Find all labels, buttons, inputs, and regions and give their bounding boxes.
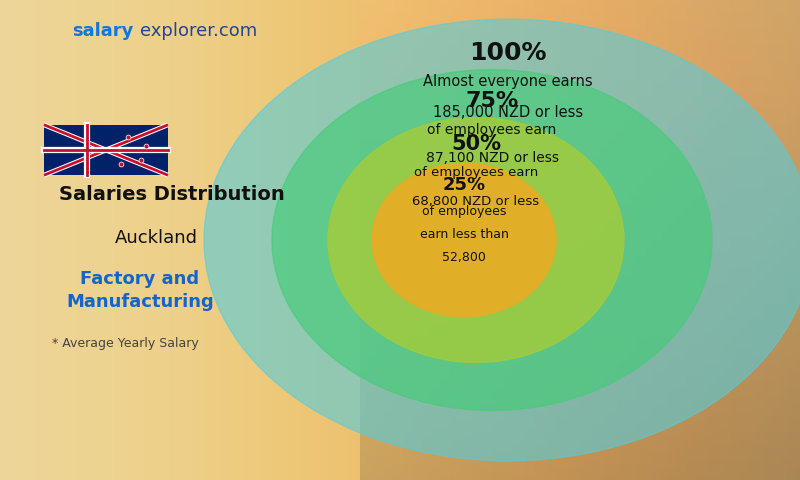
Ellipse shape (272, 70, 712, 410)
Text: of employees: of employees (422, 204, 506, 218)
Text: 100%: 100% (470, 41, 546, 65)
Text: Factory and
Manufacturing: Factory and Manufacturing (66, 270, 214, 311)
Text: Salaries Distribution: Salaries Distribution (59, 185, 285, 204)
Ellipse shape (204, 19, 800, 461)
Text: 87,100 NZD or less: 87,100 NZD or less (426, 151, 558, 166)
Text: 185,000 NZD or less: 185,000 NZD or less (433, 105, 583, 120)
Text: of employees earn: of employees earn (414, 166, 538, 180)
Text: Almost everyone earns: Almost everyone earns (423, 74, 593, 89)
Text: 68,800 NZD or less: 68,800 NZD or less (413, 195, 539, 208)
Text: of employees earn: of employees earn (427, 122, 557, 137)
Text: 25%: 25% (442, 176, 486, 194)
Text: earn less than: earn less than (419, 228, 509, 241)
Text: salary: salary (72, 22, 134, 40)
Text: explorer.com: explorer.com (140, 22, 258, 40)
Text: 50%: 50% (451, 134, 501, 154)
Text: * Average Yearly Salary: * Average Yearly Salary (52, 336, 198, 350)
Text: 52,800: 52,800 (442, 251, 486, 264)
Ellipse shape (372, 163, 556, 317)
Text: 75%: 75% (466, 91, 518, 111)
FancyBboxPatch shape (44, 125, 168, 175)
Ellipse shape (328, 118, 624, 362)
Text: Auckland: Auckland (114, 228, 198, 247)
